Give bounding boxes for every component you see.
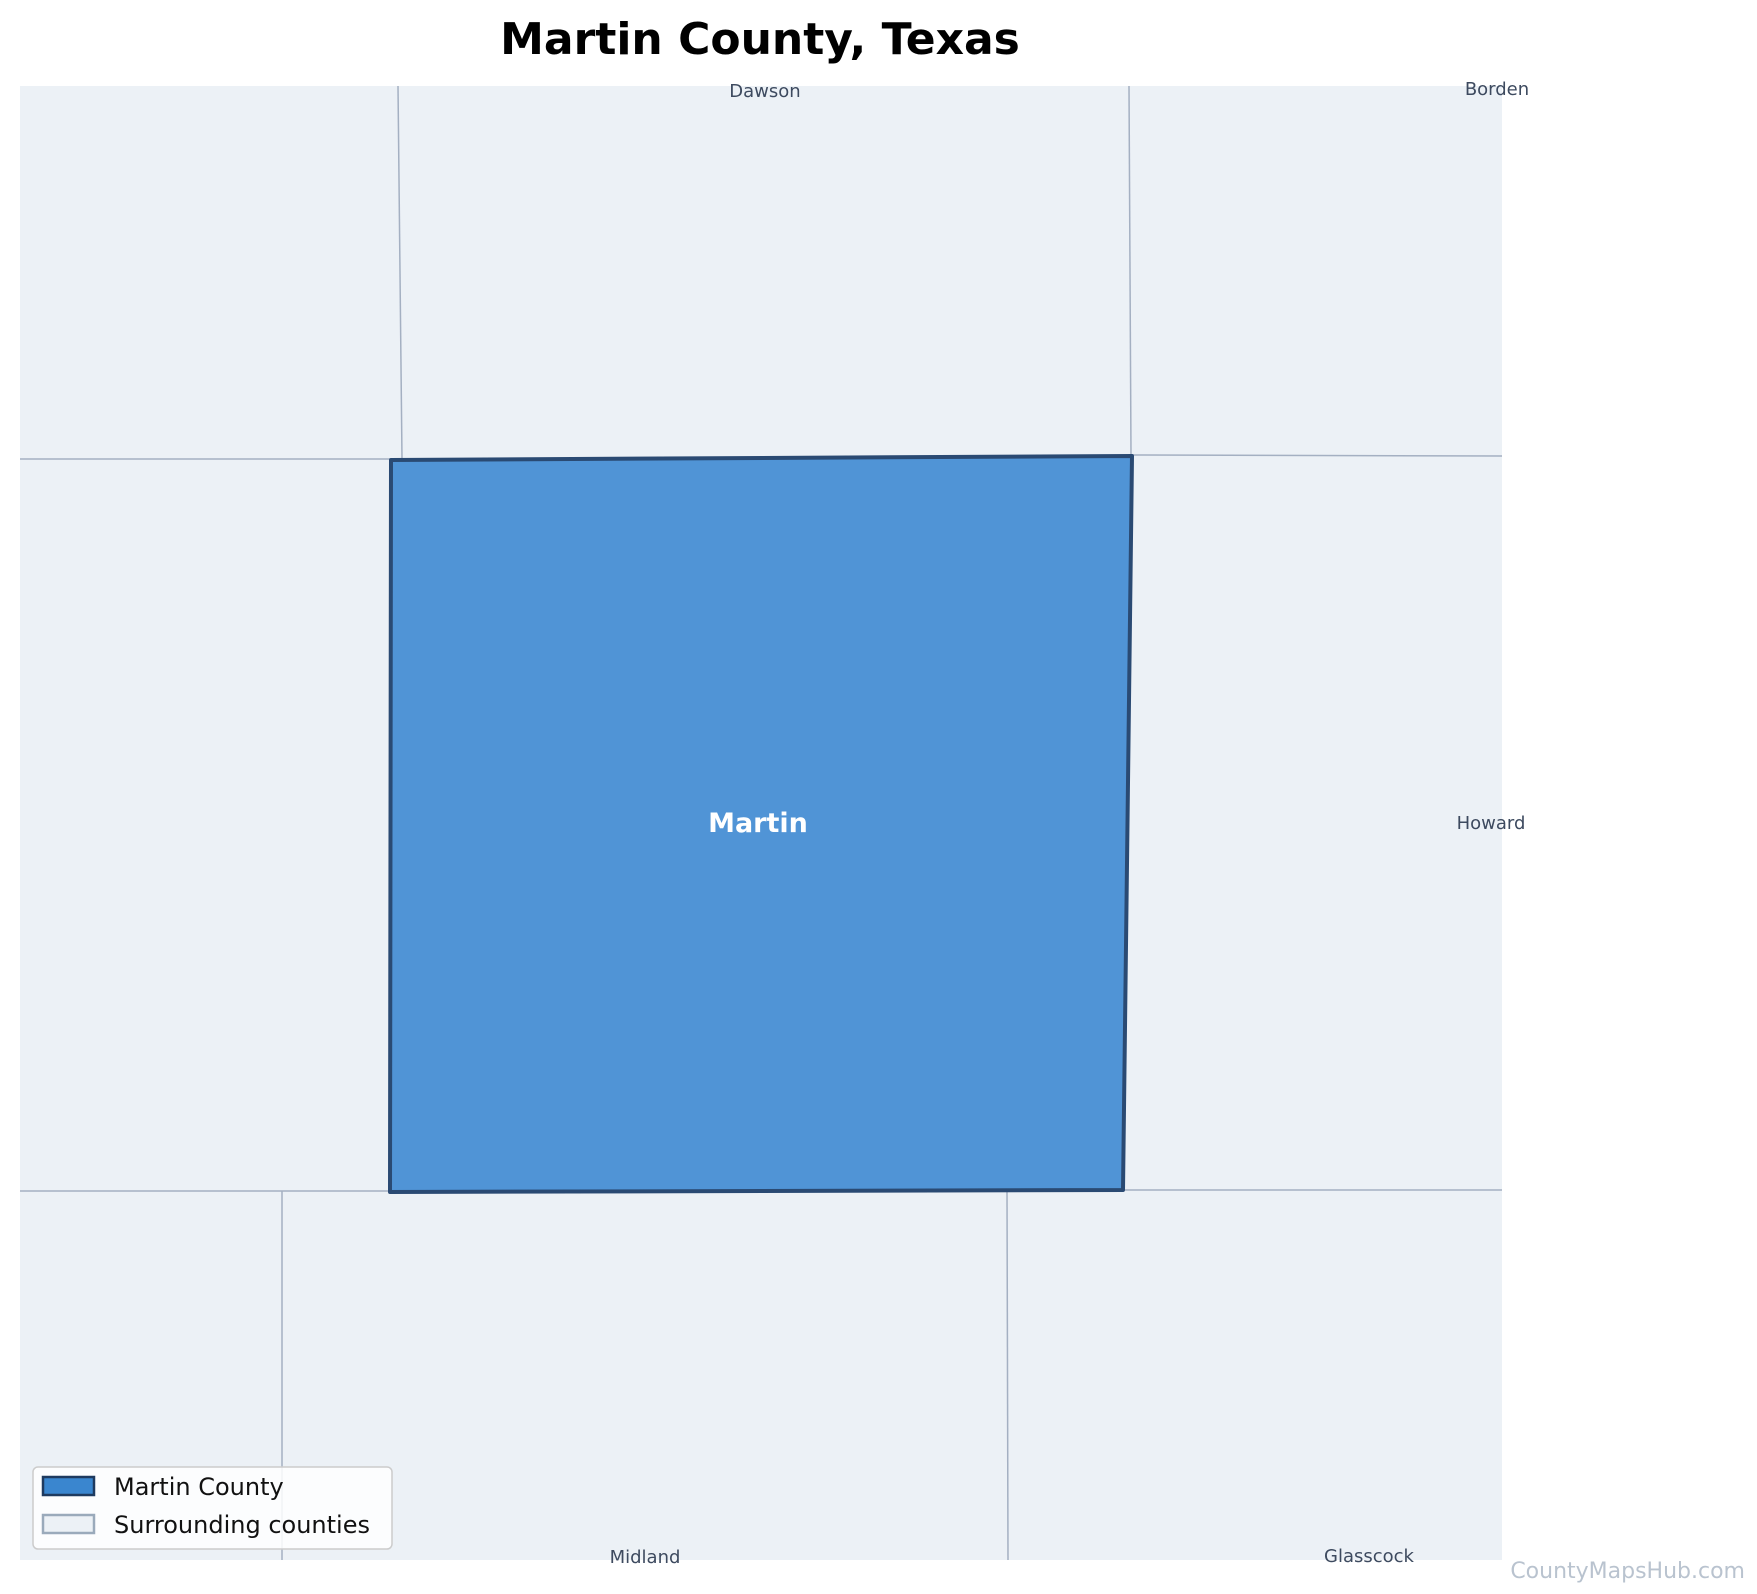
boundary-line xyxy=(1006,1189,1009,1561)
legend-swatch-surrounding xyxy=(41,1513,96,1535)
legend-box xyxy=(32,1466,393,1550)
legend-label-surrounding: Surrounding counties xyxy=(114,1511,370,1539)
county-label-dawson: Dawson xyxy=(729,81,800,102)
martin-county-shape[interactable] xyxy=(388,454,1134,1194)
county-label-howard: Howard xyxy=(1457,813,1526,834)
boundary-line xyxy=(1128,85,1132,456)
boundary-line xyxy=(1131,454,1503,457)
legend-swatch-martin xyxy=(41,1475,96,1497)
county-label-midland: Midland xyxy=(610,1547,681,1568)
county-label-glasscock: Glasscock xyxy=(1324,1546,1415,1567)
map-legend: Martin County Surrounding counties xyxy=(32,1466,393,1550)
watermark: CountyMapsHub.com xyxy=(1510,1559,1745,1584)
martin-county-label: Martin xyxy=(708,808,808,839)
map-title: Martin County, Texas xyxy=(500,14,1020,65)
boundary-line xyxy=(397,85,403,460)
county-label-borden: Borden xyxy=(1465,79,1529,100)
legend-label-martin: Martin County xyxy=(114,1473,284,1501)
